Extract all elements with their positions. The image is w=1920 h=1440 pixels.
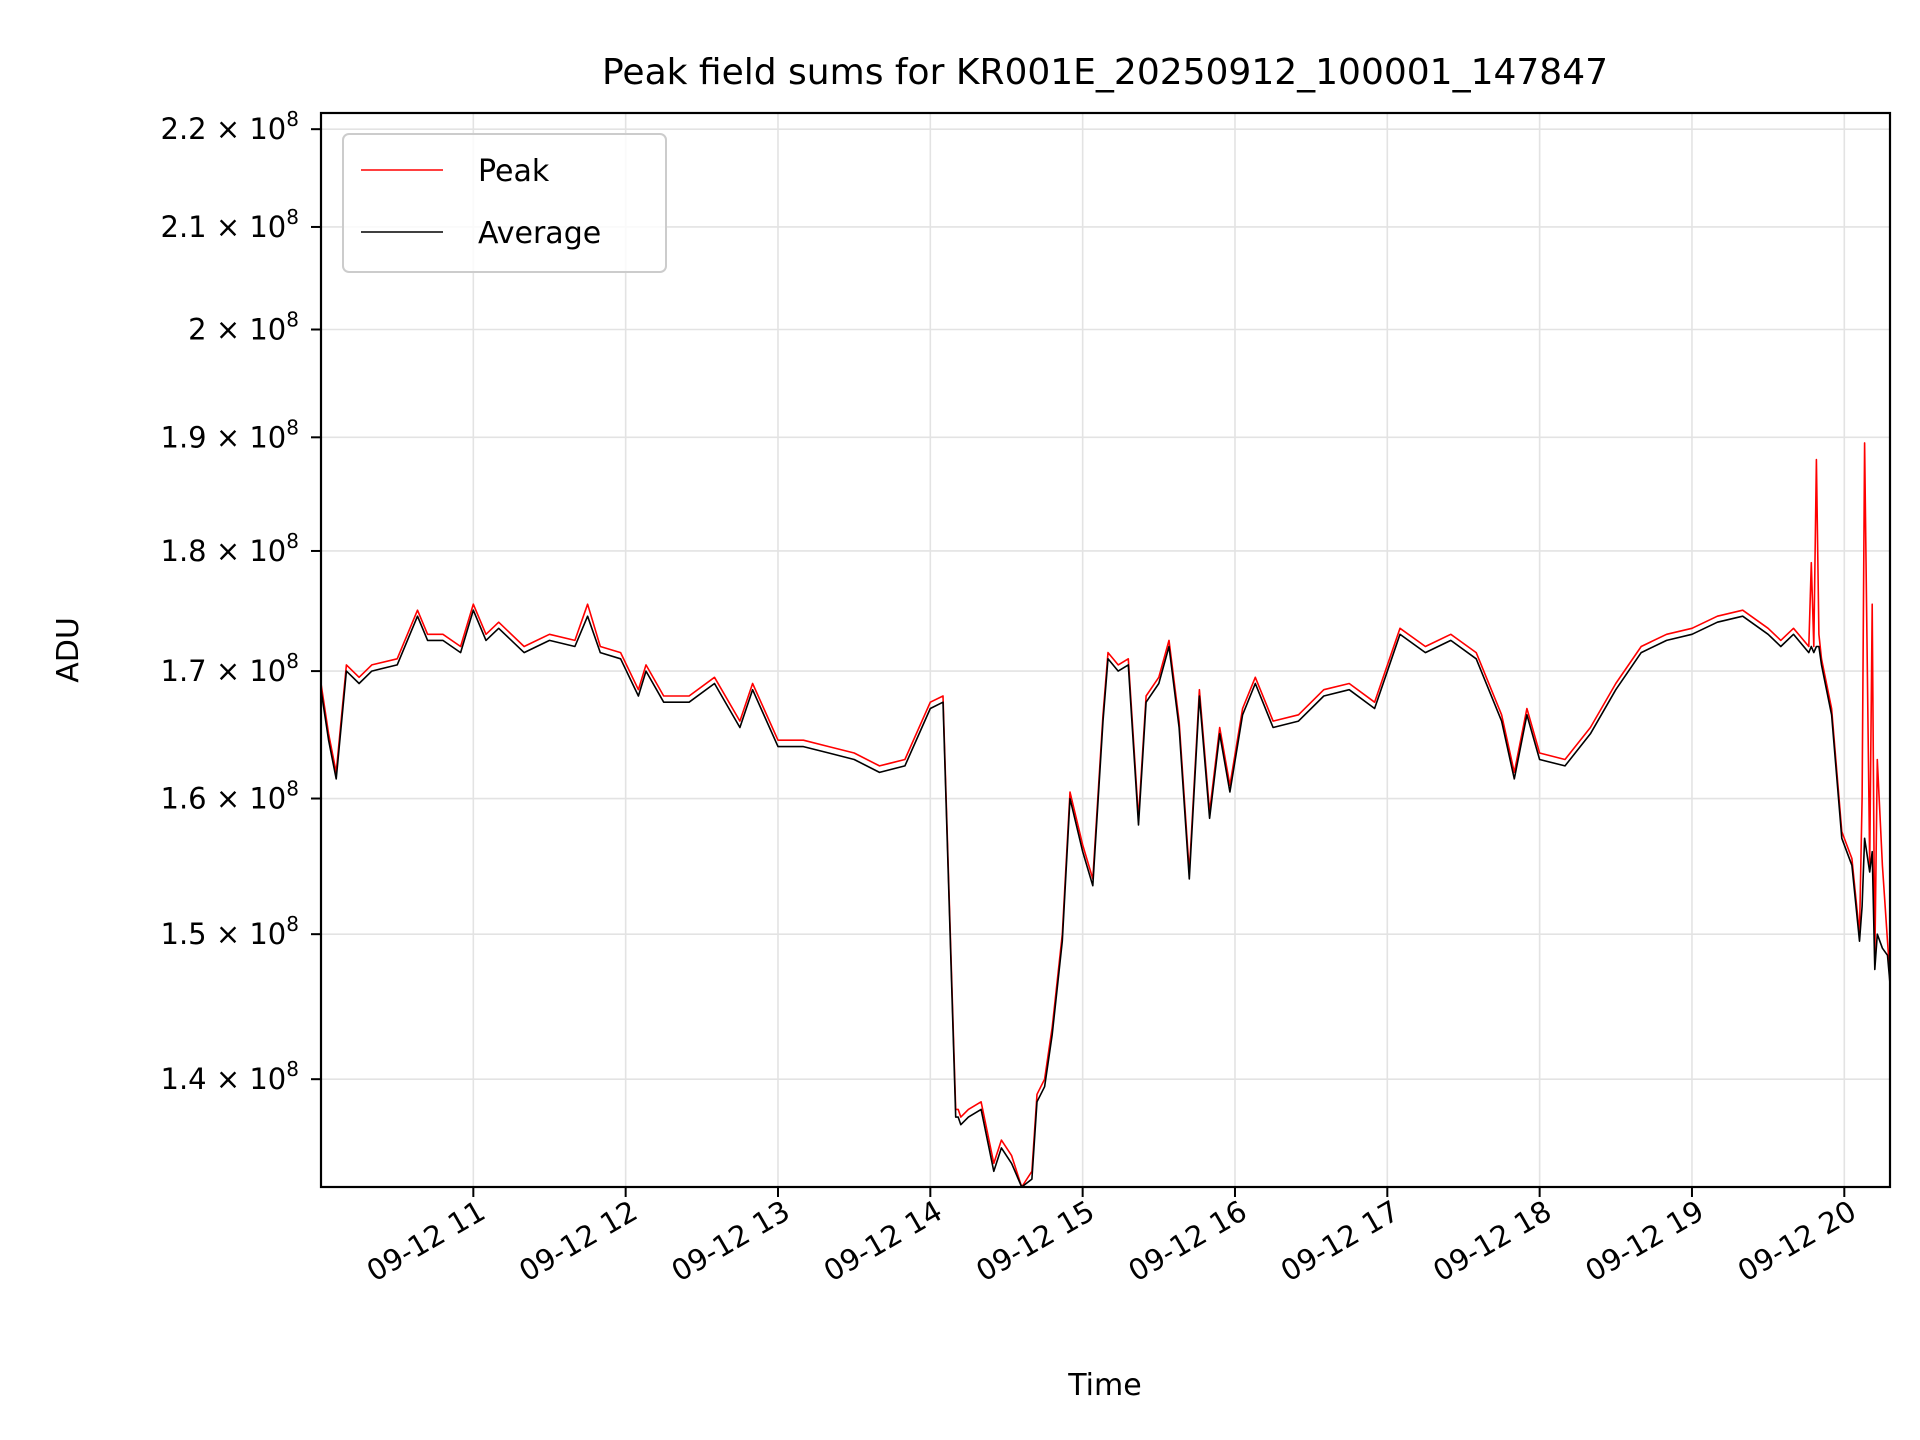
y-tick-label: 1.7 × 108	[161, 649, 300, 688]
legend-label-peak: Peak	[478, 154, 550, 189]
grid	[321, 113, 1890, 1187]
y-tick-label: 2.1 × 108	[161, 205, 300, 244]
chart-title: Peak field sums for KR001E_20250912_1000…	[602, 52, 1608, 93]
legend-label-average: Average	[478, 216, 601, 251]
plot-frame	[319, 111, 1892, 1189]
y-tick-label: 1.6 × 108	[161, 777, 300, 816]
y-tick-label: 2.2 × 108	[161, 107, 300, 146]
y-axis: 1.4 × 108 1.5 × 108 1.6 × 108 1.7 × 108 1.8 …	[161, 107, 321, 1096]
y-tick-label: 1.4 × 108	[161, 1057, 300, 1096]
y-tick-label: 2 × 108	[188, 308, 299, 347]
legend-box	[342, 133, 667, 273]
y-tick-label: 1.8 × 108	[161, 529, 300, 568]
y-tick-label: 1.9 × 108	[161, 415, 300, 454]
series-line-average	[320, 609, 1891, 1188]
legend: Peak Average	[342, 133, 667, 273]
y-tick-label: 1.5 × 108	[161, 912, 300, 951]
y-axis-label: ADU	[51, 617, 86, 683]
x-axis-label: Time	[1067, 1368, 1141, 1403]
plot-lines	[320, 442, 1891, 1188]
